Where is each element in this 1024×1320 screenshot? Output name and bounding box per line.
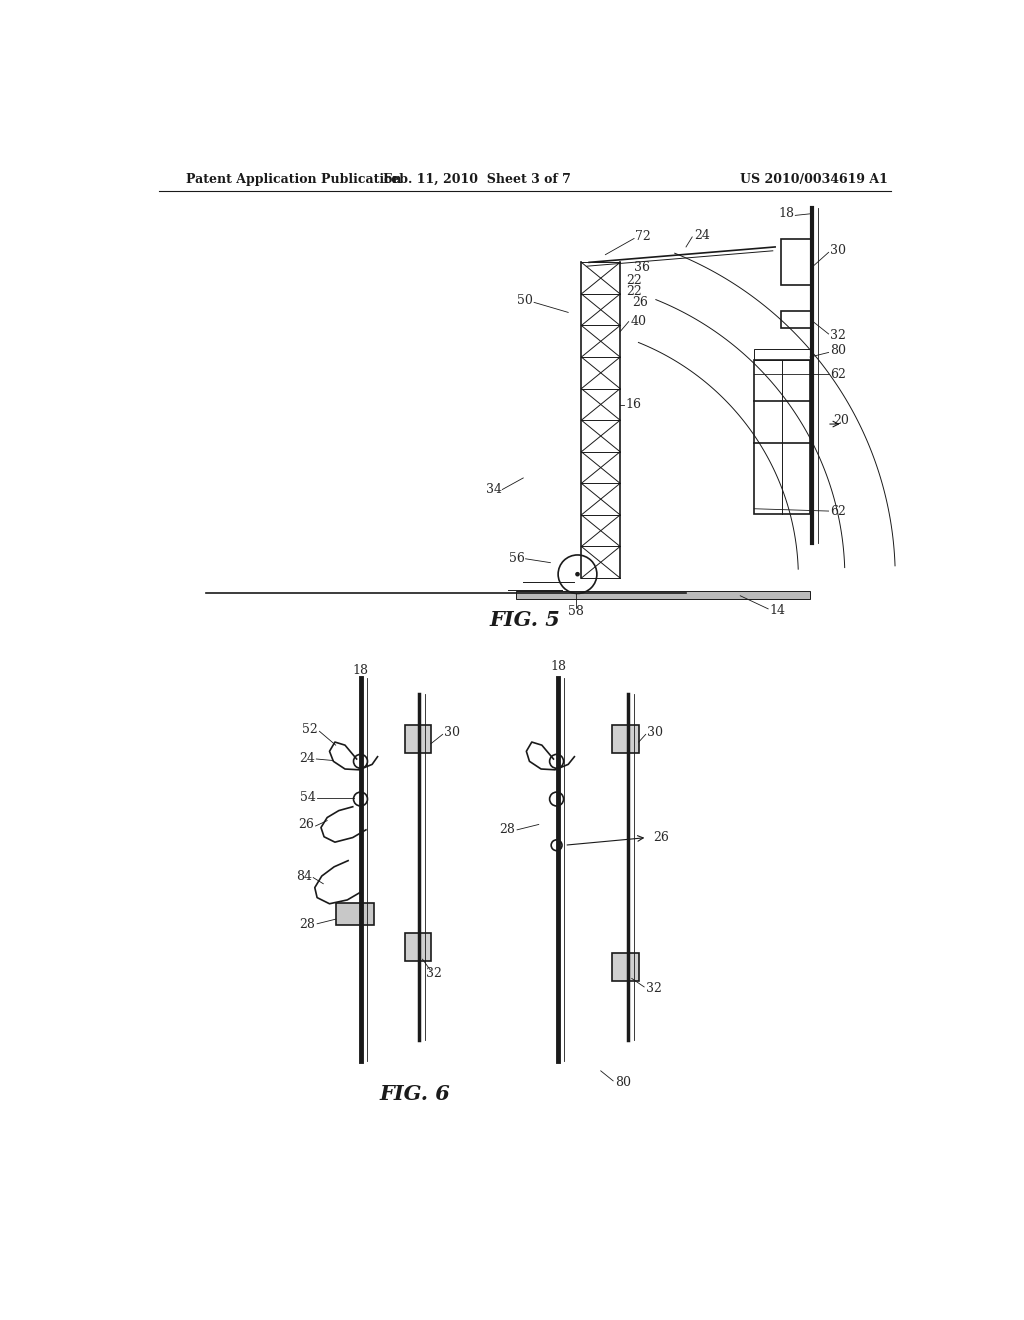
Bar <box>755 360 810 515</box>
Text: 80: 80 <box>830 345 846 358</box>
Text: 24: 24 <box>300 752 315 766</box>
Bar <box>755 350 810 360</box>
Bar <box>404 725 431 752</box>
Circle shape <box>575 572 580 577</box>
Text: 32: 32 <box>426 966 442 979</box>
Bar <box>780 312 813 327</box>
Bar <box>515 591 810 599</box>
Text: 30: 30 <box>444 726 460 739</box>
Text: 84: 84 <box>296 870 311 883</box>
Text: 54: 54 <box>300 791 315 804</box>
Text: 22: 22 <box>627 273 642 286</box>
Text: 26: 26 <box>632 296 647 309</box>
Text: 56: 56 <box>509 552 524 565</box>
Text: 22: 22 <box>627 285 642 298</box>
Bar <box>404 933 431 961</box>
Text: 26: 26 <box>653 832 670 843</box>
Text: 14: 14 <box>770 603 785 616</box>
Text: 18: 18 <box>550 660 566 673</box>
Text: FIG. 5: FIG. 5 <box>489 610 560 631</box>
Text: 30: 30 <box>830 244 846 257</box>
Text: 24: 24 <box>693 228 710 242</box>
Bar <box>612 725 639 752</box>
Text: 62: 62 <box>830 504 846 517</box>
Bar <box>336 903 375 924</box>
Text: 50: 50 <box>517 294 532 308</box>
Text: US 2010/0034619 A1: US 2010/0034619 A1 <box>740 173 888 186</box>
Text: 32: 32 <box>646 982 662 995</box>
Text: 20: 20 <box>834 413 849 426</box>
Text: 16: 16 <box>626 399 642 412</box>
Text: 28: 28 <box>500 824 515 837</box>
Text: 28: 28 <box>300 917 315 931</box>
Bar <box>780 239 813 285</box>
Text: 40: 40 <box>630 315 646 329</box>
Text: 26: 26 <box>298 818 314 832</box>
Text: 18: 18 <box>352 664 369 677</box>
Text: 32: 32 <box>830 329 846 342</box>
Text: Patent Application Publication: Patent Application Publication <box>186 173 401 186</box>
Bar <box>612 953 639 981</box>
Text: 30: 30 <box>647 726 664 739</box>
Text: 80: 80 <box>614 1076 631 1089</box>
Text: FIG. 6: FIG. 6 <box>379 1084 451 1104</box>
Text: 58: 58 <box>568 605 584 618</box>
Text: 72: 72 <box>635 231 650 243</box>
Text: 36: 36 <box>634 261 650 275</box>
Text: 62: 62 <box>830 367 846 380</box>
Text: 34: 34 <box>485 483 502 496</box>
Text: Feb. 11, 2010  Sheet 3 of 7: Feb. 11, 2010 Sheet 3 of 7 <box>383 173 570 186</box>
Text: 52: 52 <box>302 723 317 737</box>
Text: 18: 18 <box>778 207 795 220</box>
